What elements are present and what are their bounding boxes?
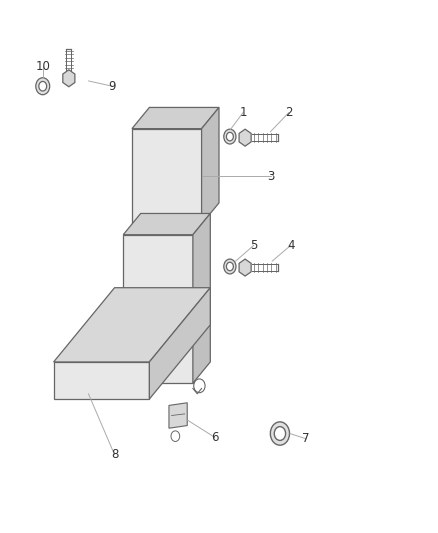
Polygon shape bbox=[239, 129, 251, 146]
Text: 9: 9 bbox=[109, 80, 116, 93]
Polygon shape bbox=[201, 108, 219, 224]
Circle shape bbox=[39, 82, 47, 91]
Text: 1: 1 bbox=[239, 106, 247, 119]
Polygon shape bbox=[123, 214, 210, 235]
Circle shape bbox=[226, 132, 233, 141]
Polygon shape bbox=[193, 214, 210, 383]
Circle shape bbox=[270, 422, 290, 445]
Text: 6: 6 bbox=[211, 431, 219, 444]
Text: 5: 5 bbox=[250, 239, 258, 252]
Polygon shape bbox=[132, 108, 219, 128]
Polygon shape bbox=[123, 235, 193, 383]
Polygon shape bbox=[63, 70, 75, 87]
Text: 7: 7 bbox=[302, 432, 310, 446]
Text: 2: 2 bbox=[285, 106, 293, 119]
Polygon shape bbox=[169, 403, 187, 428]
Polygon shape bbox=[149, 288, 210, 399]
Circle shape bbox=[224, 259, 236, 274]
Circle shape bbox=[36, 78, 49, 95]
Circle shape bbox=[274, 426, 286, 440]
Circle shape bbox=[226, 262, 233, 271]
Polygon shape bbox=[53, 362, 149, 399]
Text: 8: 8 bbox=[111, 448, 118, 461]
Text: 4: 4 bbox=[287, 239, 295, 252]
Polygon shape bbox=[239, 259, 251, 276]
Circle shape bbox=[224, 129, 236, 144]
Text: 10: 10 bbox=[35, 60, 50, 72]
Polygon shape bbox=[53, 288, 210, 362]
Polygon shape bbox=[132, 128, 201, 224]
Text: 3: 3 bbox=[268, 170, 275, 183]
